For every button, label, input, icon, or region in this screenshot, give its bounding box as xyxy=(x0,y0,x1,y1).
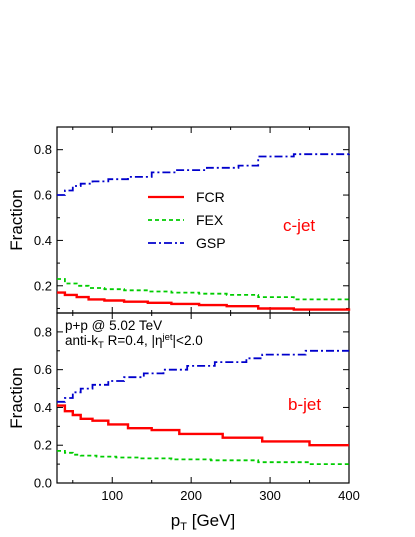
xtick-label: 100 xyxy=(101,488,123,503)
bottom-panel-frame xyxy=(56,312,350,484)
bottom-ytick-label: 0.4 xyxy=(34,400,52,415)
top-series-fcr xyxy=(57,291,351,311)
jet-selection-part3: |<2.0 xyxy=(173,333,203,348)
b-jet-label: b-jet xyxy=(288,395,321,414)
top-ytick-label: 0.6 xyxy=(34,188,52,203)
top-series-fex xyxy=(57,278,350,302)
jet-selection-sub: T xyxy=(98,340,104,351)
bottom-y-axis-label: Fraction xyxy=(7,367,26,428)
top-y-axis-label: Fraction xyxy=(7,189,26,250)
top-ytick-label: 0.4 xyxy=(34,233,52,248)
bottom-ytick-label: 0.8 xyxy=(34,324,52,339)
xtick-label: 200 xyxy=(180,488,202,503)
xtick-label: 400 xyxy=(338,488,360,503)
bottom-series-gsp xyxy=(57,349,349,403)
top-series-gsp xyxy=(57,152,350,196)
top-ytick-label: 0.8 xyxy=(34,142,52,157)
jet-selection-annotation: anti-kT R=0.4, |ηjet|<2.0 xyxy=(65,332,203,351)
x-axis-label-rest: [GeV] xyxy=(187,511,235,530)
x-axis-label-sub: T xyxy=(180,521,187,533)
bottom-series-fcr xyxy=(57,404,349,447)
x-axis-label-main: p xyxy=(171,511,180,530)
bottom-series-fex xyxy=(57,450,349,465)
x-axis-label: pT [GeV] xyxy=(171,511,235,533)
top-panel: 0.2 0.4 0.6 0.8 Fraction c-jet FCR FEX GSP xyxy=(7,126,351,314)
bottom-ytick-label: 0.0 xyxy=(34,476,52,491)
top-ytick-label: 0.2 xyxy=(34,278,52,293)
xtick-label: 300 xyxy=(259,488,281,503)
legend-fex-label: FEX xyxy=(196,212,224,228)
legend-fcr-label: FCR xyxy=(196,189,225,205)
bottom-ytick-label: 0.6 xyxy=(34,362,52,377)
legend: FCR FEX GSP xyxy=(148,189,226,251)
jet-selection-part2: R=0.4, |η xyxy=(104,333,163,348)
jet-selection-sup: jet xyxy=(162,332,173,343)
jet-selection-part1: anti-k xyxy=(65,333,98,348)
collision-system-annotation: p+p @ 5.02 TeV xyxy=(65,318,162,333)
bottom-panel: 0.0 0.2 0.4 0.6 0.8 100 200 300 400 Fraction b-j… xyxy=(7,312,360,533)
c-jet-label: c-jet xyxy=(283,216,315,235)
legend-gsp-label: GSP xyxy=(196,235,226,251)
bottom-ytick-label: 0.2 xyxy=(34,438,52,453)
